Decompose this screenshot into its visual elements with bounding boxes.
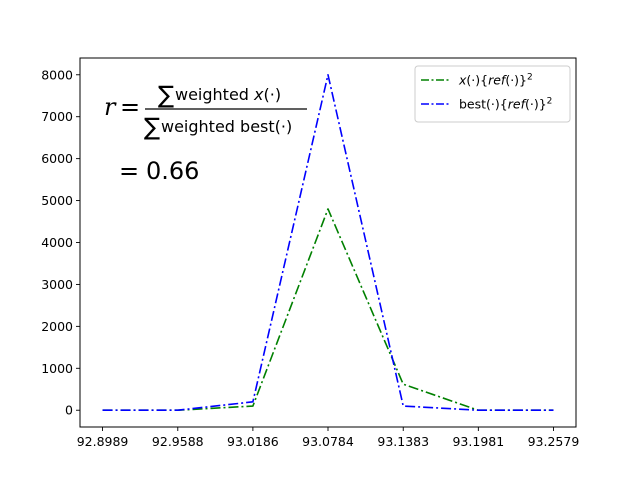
y-axis: 0 1000 2000 3000 4000 5000 6000 7000 8000 <box>41 67 80 418</box>
y-tick-label: 1000 <box>41 361 73 376</box>
formula-equals: = <box>120 93 140 121</box>
formula-numerator: weighted x(·) <box>175 85 281 104</box>
y-tick-label: 0 <box>65 403 73 418</box>
legend-label-part: x <box>458 73 467 88</box>
legend-label-part: ref <box>508 97 527 112</box>
y-tick-label: 6000 <box>41 151 73 166</box>
legend-label-part: (·){ <box>466 73 488 88</box>
series-line-2 <box>102 73 554 412</box>
x-tick-label: 93.2579 <box>528 434 580 449</box>
plot-lines <box>102 73 554 412</box>
legend-label-part: (·)} <box>525 97 547 112</box>
denominator-argument: (·) <box>275 117 293 136</box>
legend-label-part: best <box>459 97 486 112</box>
legend-label-2: best(·){ref(·)}2 <box>459 97 552 112</box>
legend-label-part: (·){ <box>486 97 508 112</box>
x-tick-label: 93.1383 <box>377 434 429 449</box>
legend-label-1: x(·){ref(·)}2 <box>458 73 533 88</box>
y-tick-label: 8000 <box>41 67 73 82</box>
result-value: 0.66 <box>146 157 199 185</box>
y-tick-label: 3000 <box>41 277 73 292</box>
x-tick-label: 93.0186 <box>227 434 279 449</box>
formula-annotation: r = ∑ weighted x(·) ∑ weighted best(·) =… <box>104 81 307 185</box>
y-tick-label: 5000 <box>41 193 73 208</box>
y-tick-label: 7000 <box>41 109 73 124</box>
x-tick-label: 93.1981 <box>452 434 504 449</box>
y-tick-label: 2000 <box>41 319 73 334</box>
y-tick-label: 4000 <box>41 235 73 250</box>
x-axis: 92.8989 92.9588 93.0186 93.0784 93.1383 93.19… <box>77 427 580 449</box>
legend-label-part: ref <box>488 73 507 88</box>
denominator-sum-symbol: ∑ <box>144 113 160 141</box>
result-equals: = <box>119 157 139 185</box>
x-tick-label: 93.0784 <box>302 434 354 449</box>
formula-lhs: r <box>104 93 117 121</box>
legend-label-part: 2 <box>527 73 533 83</box>
legend-box <box>414 65 571 123</box>
formula-denominator: weighted best(·) <box>161 117 292 136</box>
denominator-word: weighted best <box>161 117 275 136</box>
legend-label-part: (·)} <box>505 73 527 88</box>
x-tick-label: 92.9588 <box>152 434 204 449</box>
x-tick-label: 92.8989 <box>77 434 129 449</box>
numerator-argument: (·) <box>264 85 282 104</box>
numerator-sum-symbol: ∑ <box>158 81 174 109</box>
numerator-word: weighted <box>175 85 254 104</box>
legend-label-part: 2 <box>547 97 553 107</box>
numerator-variable: x <box>253 85 264 104</box>
